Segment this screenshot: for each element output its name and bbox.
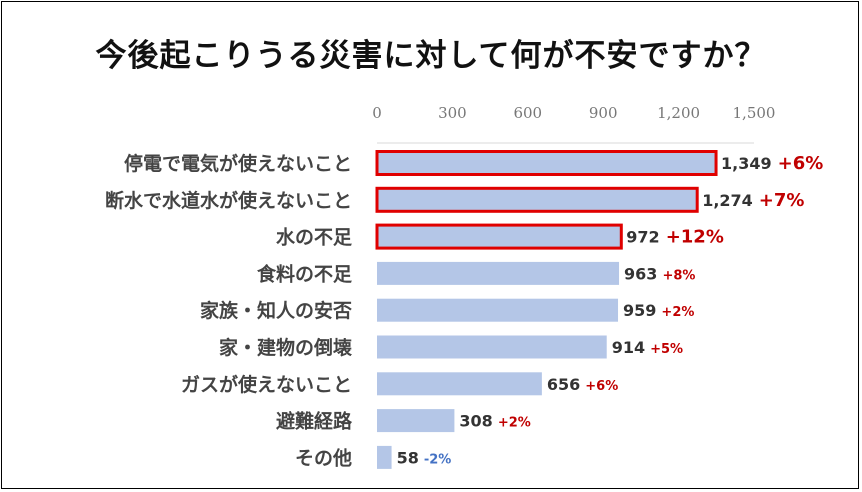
category-label: 家・建物の倒壊 <box>219 336 353 359</box>
value-labels: 1,349 +6% 1,274 +7% 972 +12% 963 +8% 959 +2% 914 +5… <box>397 153 824 467</box>
category-label: 家族・知人の安否 <box>200 299 352 322</box>
x-tick-label: 1,200 <box>657 104 700 122</box>
value-label: 1,349 <box>721 154 772 173</box>
category-label: その他 <box>295 446 352 469</box>
change-label: +12% <box>666 227 724 248</box>
change-label: +6% <box>778 153 824 174</box>
x-tick-label: 600 <box>513 104 542 122</box>
bar <box>377 445 392 469</box>
category-label: 食料の不足 <box>257 262 353 285</box>
value-label: 308 <box>459 412 492 431</box>
value-label: 959 <box>623 301 656 320</box>
bar <box>377 335 607 359</box>
chart-title: 今後起こりうる災害に対して何が不安ですか？ <box>95 38 767 74</box>
value-label: 914 <box>612 338 645 357</box>
bar <box>377 261 620 285</box>
x-tick-label: 0 <box>372 104 382 122</box>
category-label: 避難経路 <box>276 410 353 433</box>
value-label: 963 <box>624 264 657 283</box>
bar <box>375 150 718 176</box>
x-axis-ticks: 0 300 600 900 1,200 1,500 <box>372 104 776 144</box>
category-label: 停電で電気が使えないこと <box>124 152 352 175</box>
x-tick-label: 900 <box>589 104 618 122</box>
value-label: 656 <box>547 375 580 394</box>
category-label: 水の不足 <box>276 227 353 249</box>
change-label: +2% <box>498 416 531 431</box>
x-tick-label: 300 <box>438 104 467 122</box>
x-tick-label: 1,500 <box>733 104 776 122</box>
value-label: 972 <box>626 228 659 247</box>
value-label: 1,274 <box>702 191 753 210</box>
bar <box>375 223 623 250</box>
change-label: +7% <box>759 190 805 211</box>
bar <box>375 186 699 213</box>
change-label: +2% <box>661 305 694 320</box>
change-label: +8% <box>662 268 695 283</box>
category-label: 断水で水道水が使えないこと <box>105 189 352 212</box>
bar <box>377 409 455 433</box>
category-label: ガスが使えないこと <box>181 373 352 396</box>
bar <box>377 372 542 396</box>
value-label: 58 <box>397 448 419 467</box>
change-label: +5% <box>650 342 683 357</box>
bars <box>375 150 718 469</box>
change-label: +6% <box>585 379 618 394</box>
category-labels: 停電で電気が使えないこと断水で水道水が使えないこと水の不足食料の不足家族・知人の… <box>105 152 353 469</box>
bar <box>377 298 619 322</box>
change-label: -2% <box>424 452 451 467</box>
